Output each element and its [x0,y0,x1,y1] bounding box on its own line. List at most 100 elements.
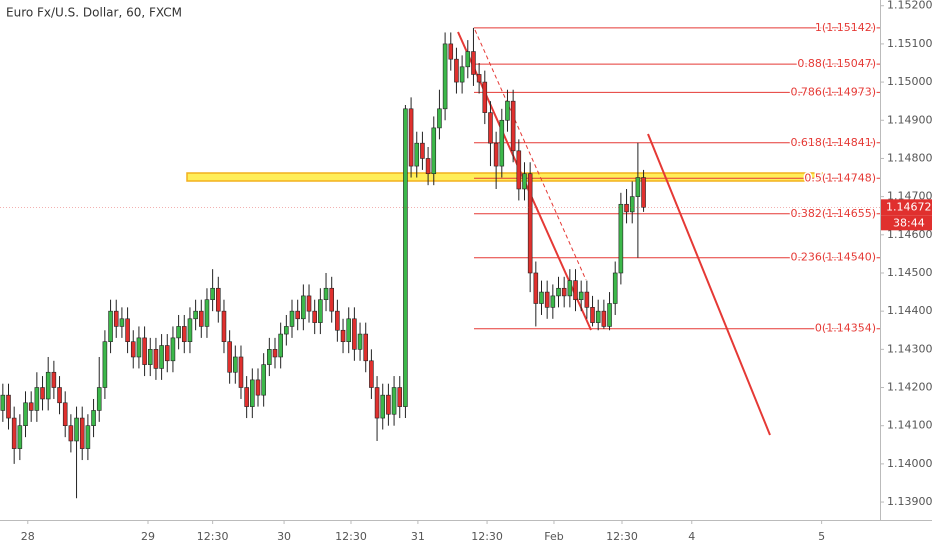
y-tick-label: 1.14500 [887,266,932,279]
x-tick-label: 12:30 [335,530,367,543]
candle-body [335,310,340,331]
highlight-zone [186,172,823,182]
candle-body [386,394,391,415]
candle-body [363,333,369,362]
candle-body [431,127,437,175]
fib-label: 0.618(1.14841) [790,136,876,149]
candle-body [153,349,159,369]
countdown-box [881,215,932,231]
candle-body [420,142,425,159]
x-tick-label: 29 [141,530,155,543]
candle-body [187,318,193,343]
fib-label: 0(1.14354) [815,322,876,335]
candle-body [176,326,181,339]
candle-body [391,387,397,415]
candle-body [482,81,488,113]
last-price-label: 1.14672 [886,200,932,213]
candle-body [448,43,454,60]
candle-body [96,387,102,411]
candle-body [516,150,522,190]
candle-body [147,349,153,365]
candle-body [397,387,403,407]
candle-body [425,158,431,175]
candle-body [624,203,629,213]
y-tick-label: 1.14800 [887,151,932,164]
candle-body [40,387,45,400]
candle-body [635,177,641,197]
candle-body [556,287,561,297]
y-tick-label: 1.14600 [887,228,932,241]
candle-body [493,142,499,167]
candle-body [57,387,62,404]
candle-body [295,310,300,320]
candle-body [113,310,119,327]
candle-body [51,371,57,388]
candle-body [181,326,187,343]
candle-body [584,291,590,308]
candle-body [573,280,578,301]
y-tick-label: 1.14000 [887,457,932,470]
candle-body [590,307,595,323]
y-tick-label: 1.15200 [887,0,932,12]
candle-body [312,310,317,323]
candle-body [442,43,448,110]
chart-title: Euro Fx/U.S. Dollar, 60, FXCM [6,6,182,20]
candle-body [23,402,28,426]
trend-line-dashed [474,29,587,281]
candle-body [527,173,533,274]
candle-body [357,333,363,350]
candle-body [119,318,125,327]
candle-body [561,287,567,297]
candle-body [340,329,346,343]
fib-label: 0.88(1.15047) [797,57,876,70]
y-tick-label: 1.15000 [887,75,932,88]
candle-body [250,379,255,407]
candle-body [612,272,618,304]
candle-body [471,51,476,75]
candle-body [11,417,17,449]
y-tick-label: 1.14400 [887,304,932,317]
y-tick-label: 1.13900 [887,495,932,508]
candle-body [374,387,380,419]
candle-body [601,310,607,327]
countdown-label: 38:44 [893,216,925,229]
candle-body [17,425,23,449]
candle-body [284,326,289,335]
candle-body [159,345,164,369]
candle-body [476,74,482,83]
candle-body [306,295,312,312]
candle-body [567,280,573,297]
candle-body [301,295,306,320]
candle-body [91,410,96,426]
candle-body [329,287,334,312]
candle-body [233,356,238,373]
candle-body [499,119,505,167]
candle-body [62,402,68,426]
fib-label: 0.236(1.14540) [790,251,876,264]
candle-body [352,318,357,350]
last-price-box [881,199,932,216]
candle-body [85,425,91,449]
candle-body [238,356,244,388]
candle-body [278,333,283,358]
candle-body [34,387,40,411]
x-tick-label: 12:30 [471,530,503,543]
x-tick-label: 12:30 [606,530,638,543]
candle-body [641,177,646,208]
candle-body [6,394,11,419]
candle-body [164,345,170,362]
candle-body [216,287,221,312]
x-tick-label: 30 [277,530,291,543]
candle-body [267,349,272,365]
candle-body [0,394,6,411]
y-tick-label: 1.14900 [887,113,932,126]
candle-body [272,349,278,358]
candle-body [522,173,527,190]
candle-body [199,310,204,327]
candle-body [28,402,34,411]
candle-body [403,108,408,407]
candle-body [210,287,215,301]
fib-label: 0.382(1.14655) [790,207,876,220]
candle-body [544,291,550,308]
